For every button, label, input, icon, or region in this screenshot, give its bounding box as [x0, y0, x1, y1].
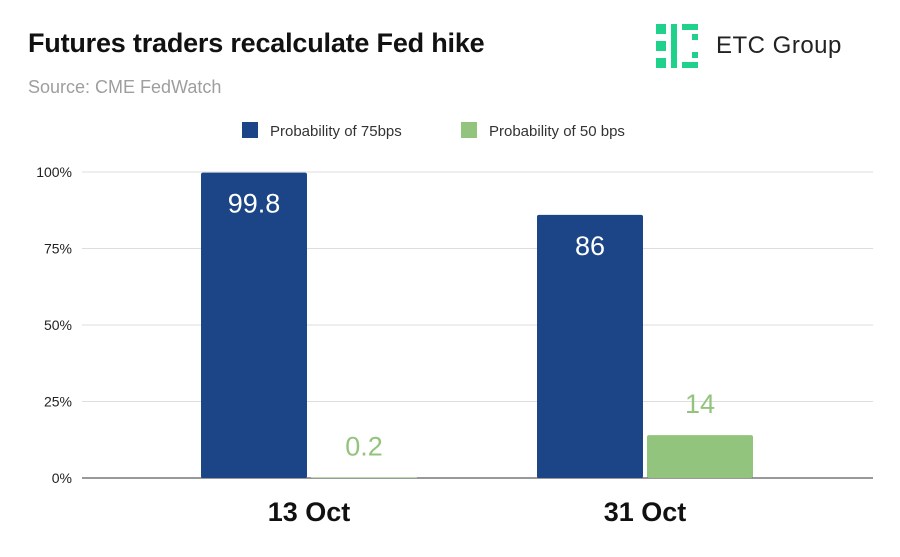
x-category-label: 31 Oct: [604, 497, 687, 527]
x-axis-categories: 13 Oct 31 Oct: [268, 497, 687, 527]
data-label: 14: [685, 389, 715, 419]
chart-title: Futures traders recalculate Fed hike: [28, 28, 485, 58]
legend-label: Probability of 50 bps: [489, 123, 625, 140]
data-label: 86: [575, 231, 605, 261]
data-labels: 99.8 0.2 86 14: [228, 189, 715, 462]
legend-swatch: [242, 122, 258, 138]
logo-text: ETC Group: [716, 32, 842, 59]
y-tick-label: 100%: [36, 164, 72, 180]
bars: [201, 172, 753, 478]
etc-group-logo: ETC Group: [654, 22, 874, 70]
y-axis-ticks: 0% 25% 50% 75% 100%: [36, 164, 72, 486]
y-tick-label: 25%: [44, 394, 72, 410]
bar: [201, 172, 307, 478]
bar: [537, 214, 643, 478]
data-label: 99.8: [228, 189, 281, 219]
gridlines: [82, 171, 873, 479]
etc-logo-icon: [656, 24, 698, 68]
data-label: 0.2: [345, 431, 383, 461]
legend-swatch: [461, 122, 477, 138]
bar: [311, 477, 417, 478]
legend-label: Probability of 75bps: [270, 123, 402, 140]
bar: [647, 435, 753, 478]
y-tick-label: 50%: [44, 317, 72, 333]
chart-subtitle: Source: CME FedWatch: [28, 77, 222, 97]
y-tick-label: 75%: [44, 241, 72, 257]
x-category-label: 13 Oct: [268, 497, 351, 527]
legend: Probability of 75bps Probability of 50 bp…: [242, 122, 625, 140]
y-tick-label: 0%: [52, 470, 72, 486]
